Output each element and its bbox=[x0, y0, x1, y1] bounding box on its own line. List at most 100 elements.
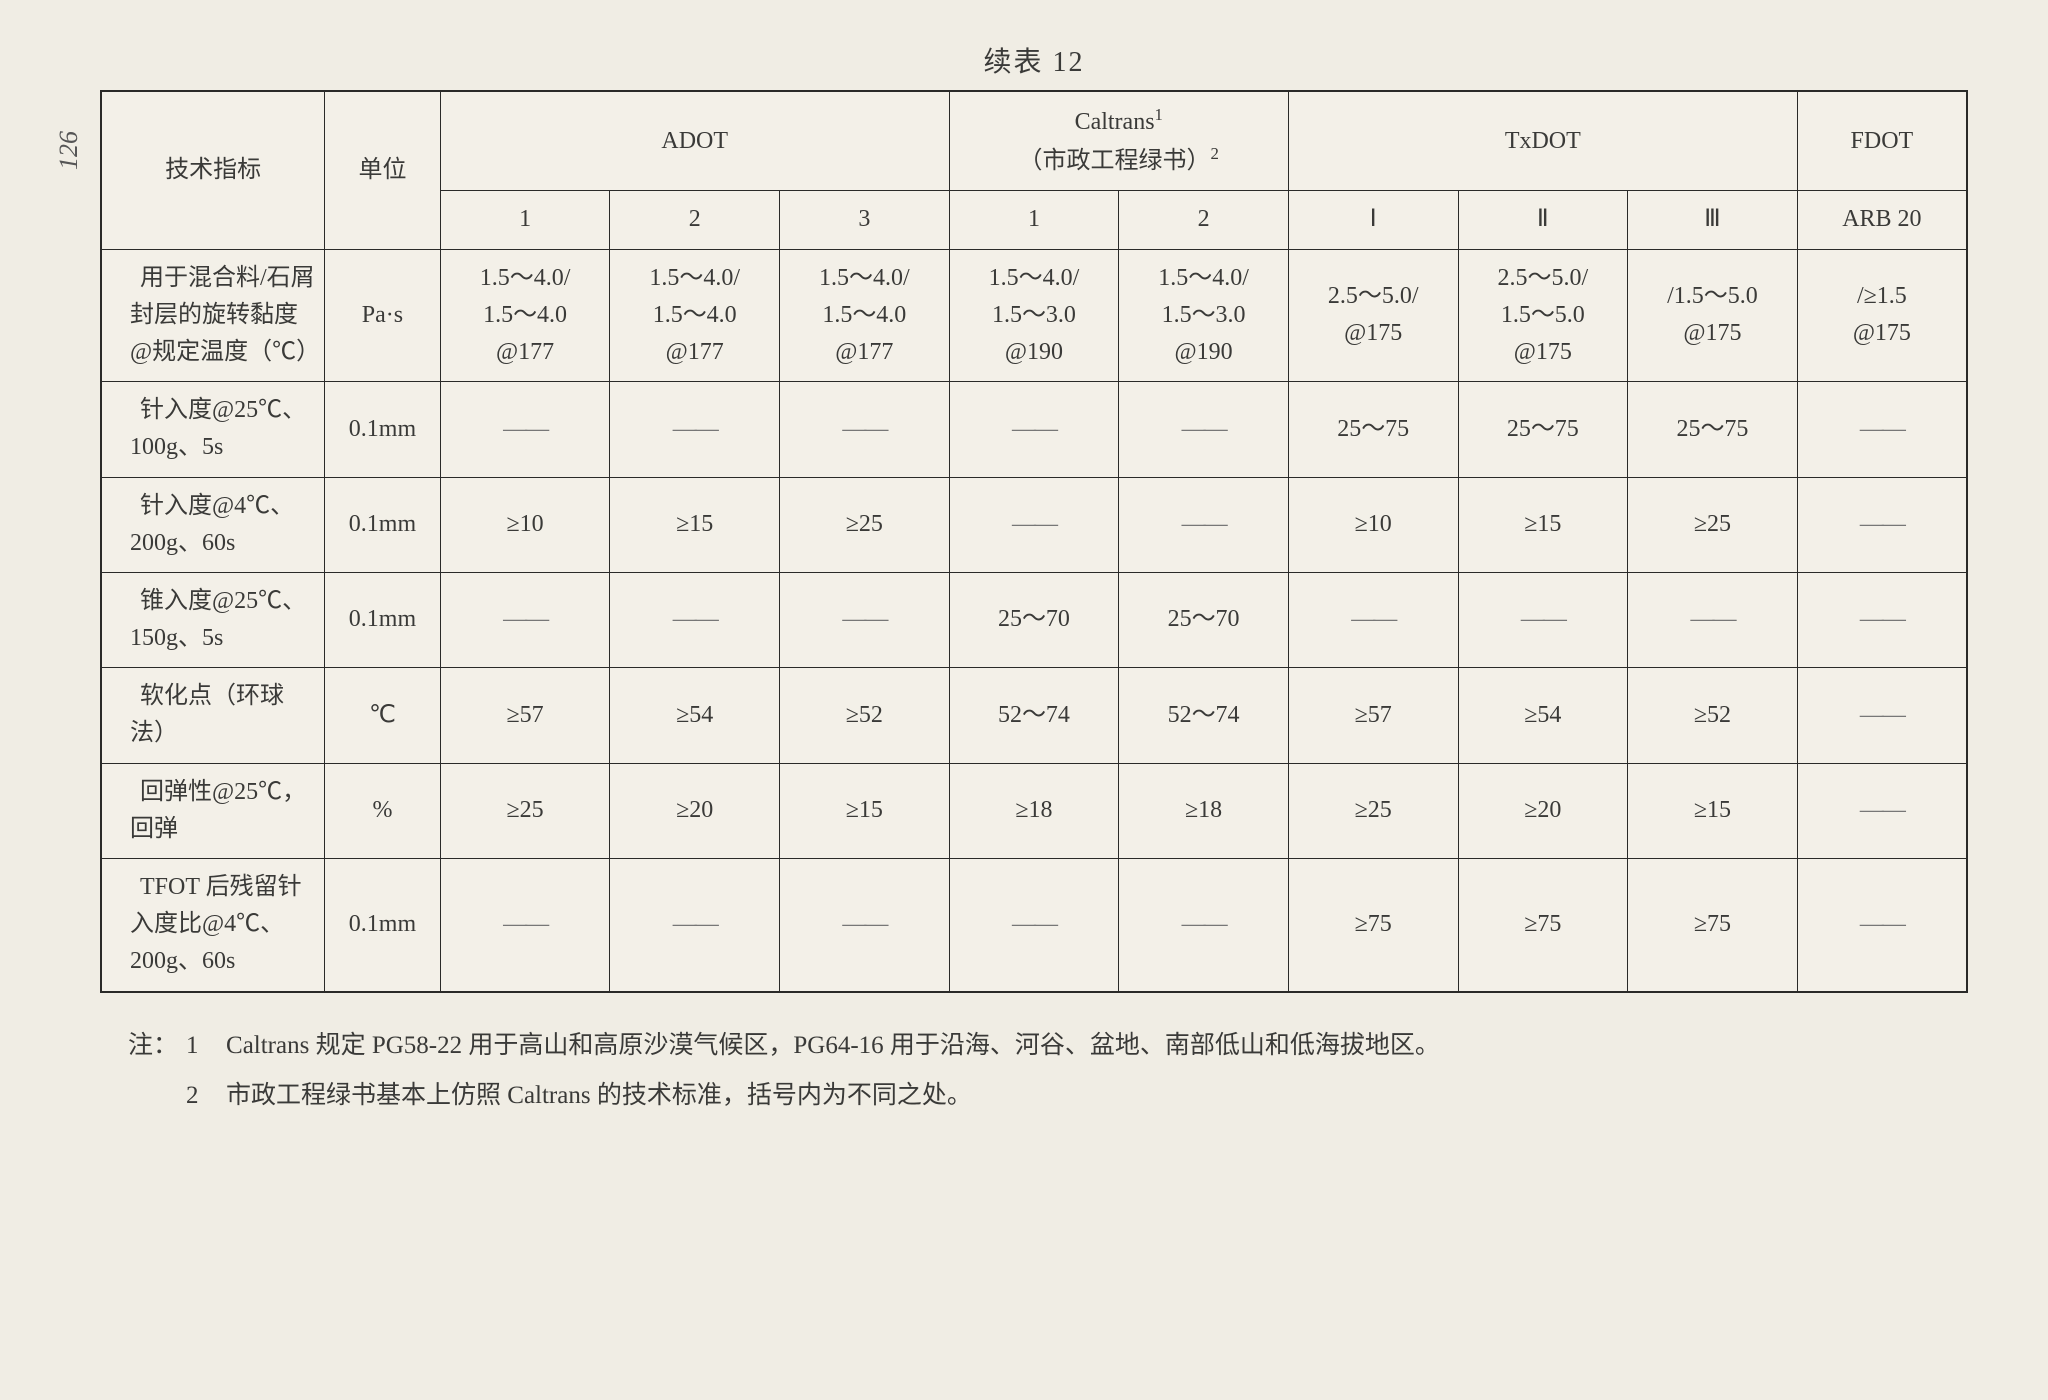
row-label: 回弹性@25℃，回弹 bbox=[101, 763, 325, 858]
data-cell: —— bbox=[1119, 382, 1289, 477]
data-cell: ≥54 bbox=[610, 668, 780, 763]
row-unit: 0.1mm bbox=[325, 382, 441, 477]
data-cell: 1.5～4.0/1.5～3.0@190 bbox=[949, 249, 1119, 382]
data-cell: 2.5～5.0/1.5～5.0@175 bbox=[1458, 249, 1628, 382]
data-cell: ≥57 bbox=[440, 668, 610, 763]
row-unit: 0.1mm bbox=[325, 572, 441, 667]
data-cell: —— bbox=[1628, 572, 1798, 667]
data-cell: 1.5～4.0/1.5～4.0@177 bbox=[440, 249, 610, 382]
data-cell: ≥25 bbox=[440, 763, 610, 858]
data-cell: —— bbox=[610, 382, 780, 477]
data-cell: ≥10 bbox=[440, 477, 610, 572]
table-row: TFOT 后残留针入度比@4℃、200g、60s0.1mm——————————≥… bbox=[101, 859, 1967, 992]
data-cell: ≥15 bbox=[1458, 477, 1628, 572]
row-unit: ℃ bbox=[325, 668, 441, 763]
data-cell: ≥54 bbox=[1458, 668, 1628, 763]
data-cell: —— bbox=[949, 382, 1119, 477]
table-header: 技术指标 单位 ADOT Caltrans1（市政工程绿书）2 TxDOT FD… bbox=[101, 91, 1967, 249]
data-cell: —— bbox=[440, 382, 610, 477]
th-caltrans-1: 1 bbox=[949, 191, 1119, 249]
data-cell: ≥25 bbox=[1288, 763, 1458, 858]
data-cell: ≥75 bbox=[1288, 859, 1458, 992]
row-unit: 0.1mm bbox=[325, 859, 441, 992]
th-adot-1: 1 bbox=[440, 191, 610, 249]
data-cell: ≥57 bbox=[1288, 668, 1458, 763]
table-caption: 续表 12 bbox=[100, 40, 1968, 80]
table-row: 回弹性@25℃，回弹%≥25≥20≥15≥18≥18≥25≥20≥15—— bbox=[101, 763, 1967, 858]
data-cell: —— bbox=[610, 572, 780, 667]
data-cell: —— bbox=[780, 382, 950, 477]
data-cell: ≥15 bbox=[610, 477, 780, 572]
data-cell: ≥25 bbox=[780, 477, 950, 572]
data-cell: —— bbox=[1288, 572, 1458, 667]
th-adot-3: 3 bbox=[780, 191, 950, 249]
th-fdot: FDOT bbox=[1797, 91, 1967, 191]
footnote-text-1: Caltrans 规定 PG58-22 用于高山和高原沙漠气候区，PG64-16… bbox=[226, 1021, 1440, 1071]
table-row: 针入度@4℃、200g、60s0.1mm≥10≥15≥25————≥10≥15≥… bbox=[101, 477, 1967, 572]
th-fdot-1: ARB 20 bbox=[1797, 191, 1967, 249]
data-cell: ≥20 bbox=[1458, 763, 1628, 858]
footnote-1: 注： 1 Caltrans 规定 PG58-22 用于高山和高原沙漠气候区，PG… bbox=[128, 1021, 1968, 1071]
data-cell: —— bbox=[1458, 572, 1628, 667]
data-cell: ≥25 bbox=[1628, 477, 1798, 572]
data-cell: —— bbox=[780, 572, 950, 667]
table-row: 软化点（环球法）℃≥57≥54≥5252～7452～74≥57≥54≥52—— bbox=[101, 668, 1967, 763]
data-cell: —— bbox=[1119, 477, 1289, 572]
data-cell: ≥15 bbox=[780, 763, 950, 858]
data-cell: ≥18 bbox=[1119, 763, 1289, 858]
footnotes: 注： 1 Caltrans 规定 PG58-22 用于高山和高原沙漠气候区，PG… bbox=[100, 1021, 1968, 1121]
data-cell: ≥52 bbox=[780, 668, 950, 763]
data-cell: —— bbox=[949, 859, 1119, 992]
th-txdot-1: Ⅰ bbox=[1288, 191, 1458, 249]
row-unit: Pa·s bbox=[325, 249, 441, 382]
th-unit: 单位 bbox=[325, 91, 441, 249]
table-row: 锥入度@25℃、150g、5s0.1mm——————25～7025～70————… bbox=[101, 572, 1967, 667]
data-cell: 2.5～5.0/@175 bbox=[1288, 249, 1458, 382]
data-cell: —— bbox=[949, 477, 1119, 572]
row-label: 锥入度@25℃、150g、5s bbox=[101, 572, 325, 667]
spec-table: 技术指标 单位 ADOT Caltrans1（市政工程绿书）2 TxDOT FD… bbox=[100, 90, 1968, 993]
data-cell: 25～75 bbox=[1458, 382, 1628, 477]
data-cell: ≥15 bbox=[1628, 763, 1798, 858]
footnote-prefix: 注： bbox=[128, 1021, 178, 1071]
data-cell: 25～70 bbox=[949, 572, 1119, 667]
row-label: TFOT 后残留针入度比@4℃、200g、60s bbox=[101, 859, 325, 992]
row-unit: 0.1mm bbox=[325, 477, 441, 572]
data-cell: —— bbox=[610, 859, 780, 992]
row-label: 针入度@25℃、100g、5s bbox=[101, 382, 325, 477]
th-adot-2: 2 bbox=[610, 191, 780, 249]
data-cell: —— bbox=[1797, 859, 1967, 992]
data-cell: ≥52 bbox=[1628, 668, 1798, 763]
row-label: 用于混合料/石屑封层的旋转黏度@规定温度（℃） bbox=[101, 249, 325, 382]
th-txdot-3: Ⅲ bbox=[1628, 191, 1798, 249]
data-cell: ≥18 bbox=[949, 763, 1119, 858]
data-cell: 25～70 bbox=[1119, 572, 1289, 667]
table-row: 针入度@25℃、100g、5s0.1mm——————————25～7525～75… bbox=[101, 382, 1967, 477]
table-row: 用于混合料/石屑封层的旋转黏度@规定温度（℃）Pa·s1.5～4.0/1.5～4… bbox=[101, 249, 1967, 382]
footnote-text-2: 市政工程绿书基本上仿照 Caltrans 的技术标准，括号内为不同之处。 bbox=[226, 1071, 972, 1121]
th-adot: ADOT bbox=[440, 91, 949, 191]
data-cell: —— bbox=[780, 859, 950, 992]
page-number: 126 bbox=[54, 131, 84, 170]
data-cell: 52～74 bbox=[949, 668, 1119, 763]
data-cell: /≥1.5@175 bbox=[1797, 249, 1967, 382]
data-cell: 1.5～4.0/1.5～4.0@177 bbox=[610, 249, 780, 382]
table-container: 续表 12 技术指标 单位 ADOT Caltrans1（市政工程绿书）2 Tx… bbox=[100, 40, 1968, 1121]
table-body: 用于混合料/石屑封层的旋转黏度@规定温度（℃）Pa·s1.5～4.0/1.5～4… bbox=[101, 249, 1967, 992]
data-cell: ≥75 bbox=[1458, 859, 1628, 992]
th-caltrans: Caltrans1（市政工程绿书）2 bbox=[949, 91, 1288, 191]
data-cell: —— bbox=[1797, 763, 1967, 858]
data-cell: 1.5～4.0/1.5～3.0@190 bbox=[1119, 249, 1289, 382]
row-label: 针入度@4℃、200g、60s bbox=[101, 477, 325, 572]
row-unit: % bbox=[325, 763, 441, 858]
data-cell: —— bbox=[1797, 572, 1967, 667]
data-cell: /1.5～5.0@175 bbox=[1628, 249, 1798, 382]
data-cell: —— bbox=[1119, 859, 1289, 992]
th-txdot-2: Ⅱ bbox=[1458, 191, 1628, 249]
th-param: 技术指标 bbox=[101, 91, 325, 249]
data-cell: —— bbox=[1797, 382, 1967, 477]
data-cell: 25～75 bbox=[1628, 382, 1798, 477]
data-cell: —— bbox=[1797, 477, 1967, 572]
data-cell: —— bbox=[440, 572, 610, 667]
footnote-num-1: 1 bbox=[186, 1021, 208, 1071]
